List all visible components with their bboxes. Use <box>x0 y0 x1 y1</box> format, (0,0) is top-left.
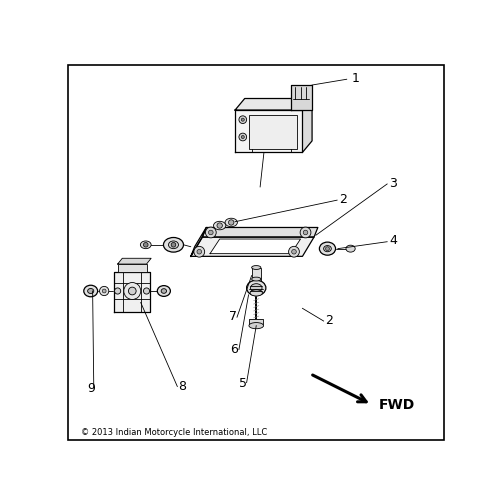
Polygon shape <box>191 228 206 256</box>
Text: 6: 6 <box>230 343 238 356</box>
Circle shape <box>102 289 106 293</box>
Ellipse shape <box>246 280 266 295</box>
Bar <box>248 116 296 150</box>
Circle shape <box>197 250 202 254</box>
Polygon shape <box>191 237 314 256</box>
Ellipse shape <box>140 241 151 248</box>
Circle shape <box>114 288 120 294</box>
Text: 4: 4 <box>389 234 397 248</box>
Polygon shape <box>118 258 151 264</box>
Circle shape <box>124 282 141 300</box>
Ellipse shape <box>214 222 226 230</box>
Bar <box>252 268 261 281</box>
Ellipse shape <box>252 277 261 281</box>
Circle shape <box>241 118 244 121</box>
Polygon shape <box>235 110 302 152</box>
Circle shape <box>194 246 204 257</box>
Circle shape <box>239 116 246 124</box>
Polygon shape <box>210 239 300 254</box>
Circle shape <box>144 242 148 247</box>
Text: 1: 1 <box>352 72 360 85</box>
Polygon shape <box>302 98 312 152</box>
Text: 2: 2 <box>338 193 346 206</box>
Polygon shape <box>235 98 312 110</box>
Circle shape <box>100 286 109 296</box>
Circle shape <box>217 223 222 228</box>
Circle shape <box>239 133 246 141</box>
Ellipse shape <box>346 245 355 252</box>
Ellipse shape <box>252 266 261 270</box>
Circle shape <box>208 230 213 235</box>
Text: 3: 3 <box>389 176 397 190</box>
Circle shape <box>228 220 234 225</box>
Text: © 2013 Indian Motorcycle International, LLC: © 2013 Indian Motorcycle International, … <box>81 428 268 437</box>
Ellipse shape <box>250 290 262 296</box>
Circle shape <box>206 227 216 238</box>
Ellipse shape <box>250 284 262 292</box>
Polygon shape <box>114 272 150 312</box>
Ellipse shape <box>320 242 336 255</box>
Text: 7: 7 <box>228 310 236 323</box>
Circle shape <box>292 250 296 254</box>
Circle shape <box>300 227 311 238</box>
Ellipse shape <box>249 322 264 328</box>
Text: 9: 9 <box>87 382 94 394</box>
Circle shape <box>326 246 330 250</box>
Text: 2: 2 <box>326 314 334 327</box>
Ellipse shape <box>168 241 178 248</box>
Text: 5: 5 <box>239 377 247 390</box>
Ellipse shape <box>161 288 166 294</box>
Ellipse shape <box>164 238 184 252</box>
Ellipse shape <box>324 246 332 252</box>
Text: 8: 8 <box>178 380 186 393</box>
Circle shape <box>303 230 308 235</box>
Circle shape <box>288 246 300 257</box>
Ellipse shape <box>88 288 94 294</box>
Text: FWD: FWD <box>378 398 415 411</box>
Ellipse shape <box>158 286 170 296</box>
Ellipse shape <box>225 218 237 226</box>
Bar <box>118 264 146 272</box>
Circle shape <box>128 287 136 295</box>
Polygon shape <box>250 318 263 324</box>
Polygon shape <box>291 85 312 110</box>
Circle shape <box>241 136 244 138</box>
Circle shape <box>144 288 150 294</box>
Polygon shape <box>202 228 318 237</box>
Circle shape <box>171 242 176 247</box>
Ellipse shape <box>84 285 98 297</box>
